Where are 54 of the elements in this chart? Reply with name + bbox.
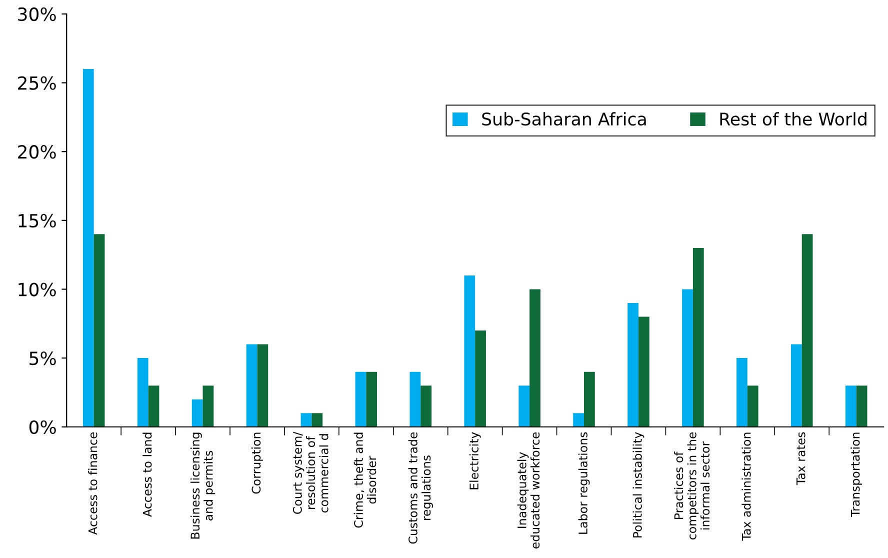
x-tick-label: Court system/ resolution of commercial d — [292, 432, 328, 514]
x-tick-label: Inadequately educated workforce — [517, 432, 540, 548]
bar — [736, 358, 748, 427]
bar — [366, 372, 378, 427]
bar — [94, 234, 105, 427]
bar — [530, 289, 540, 427]
bar — [638, 316, 650, 427]
x-tick-label: Access to finance — [88, 432, 98, 535]
bar — [856, 386, 868, 427]
bar — [845, 386, 856, 427]
y-tick-label: 30% — [18, 7, 56, 22]
legend-label: Sub-Saharan Africa — [482, 112, 646, 126]
x-tick-label: Labor regulations — [578, 432, 590, 534]
bar — [682, 289, 693, 427]
x-tick-label: Tax administration — [742, 432, 751, 541]
bar — [573, 413, 584, 427]
x-tick-label: Electricity — [469, 432, 481, 490]
bar — [475, 330, 486, 427]
legend-label: Rest of the World — [720, 112, 866, 126]
bar — [300, 413, 312, 427]
y-tick-label: 5% — [30, 352, 56, 366]
bar — [518, 386, 530, 427]
x-tick-label: Political instability — [632, 432, 644, 538]
x-tick-label: Crime, theft and disorder — [354, 432, 376, 528]
bar — [420, 386, 432, 427]
bar — [692, 248, 704, 427]
bar — [464, 275, 476, 427]
bar — [584, 372, 595, 427]
y-tick-label: 25% — [18, 76, 56, 90]
bar — [410, 372, 421, 427]
bar — [628, 302, 638, 427]
y-tick-label: 10% — [18, 282, 56, 296]
bar — [802, 234, 813, 427]
x-tick-label: Corruption — [252, 432, 263, 494]
bar — [355, 372, 366, 427]
x-tick-label: Customs and trade regulations — [408, 432, 433, 544]
bar — [312, 413, 323, 427]
x-tick-label: Transportation — [850, 432, 862, 517]
bar — [202, 386, 214, 427]
y-tick-label: 20% — [18, 145, 56, 159]
bar — [747, 386, 758, 427]
bar — [790, 344, 802, 427]
bar — [137, 358, 148, 427]
bar — [192, 399, 203, 427]
y-tick-label: 0% — [29, 420, 56, 434]
x-tick-label: Access to land — [142, 432, 152, 517]
y-tick-label: 15% — [18, 214, 56, 228]
x-tick-label: Tax rates — [796, 432, 806, 486]
bar — [246, 344, 258, 427]
bar — [257, 344, 268, 427]
x-tick-label: Business licensing and permits — [190, 432, 216, 539]
bar — [148, 386, 160, 427]
bar — [82, 69, 94, 427]
x-tick-label: Practices of competitors in the informal sector — [674, 432, 710, 540]
